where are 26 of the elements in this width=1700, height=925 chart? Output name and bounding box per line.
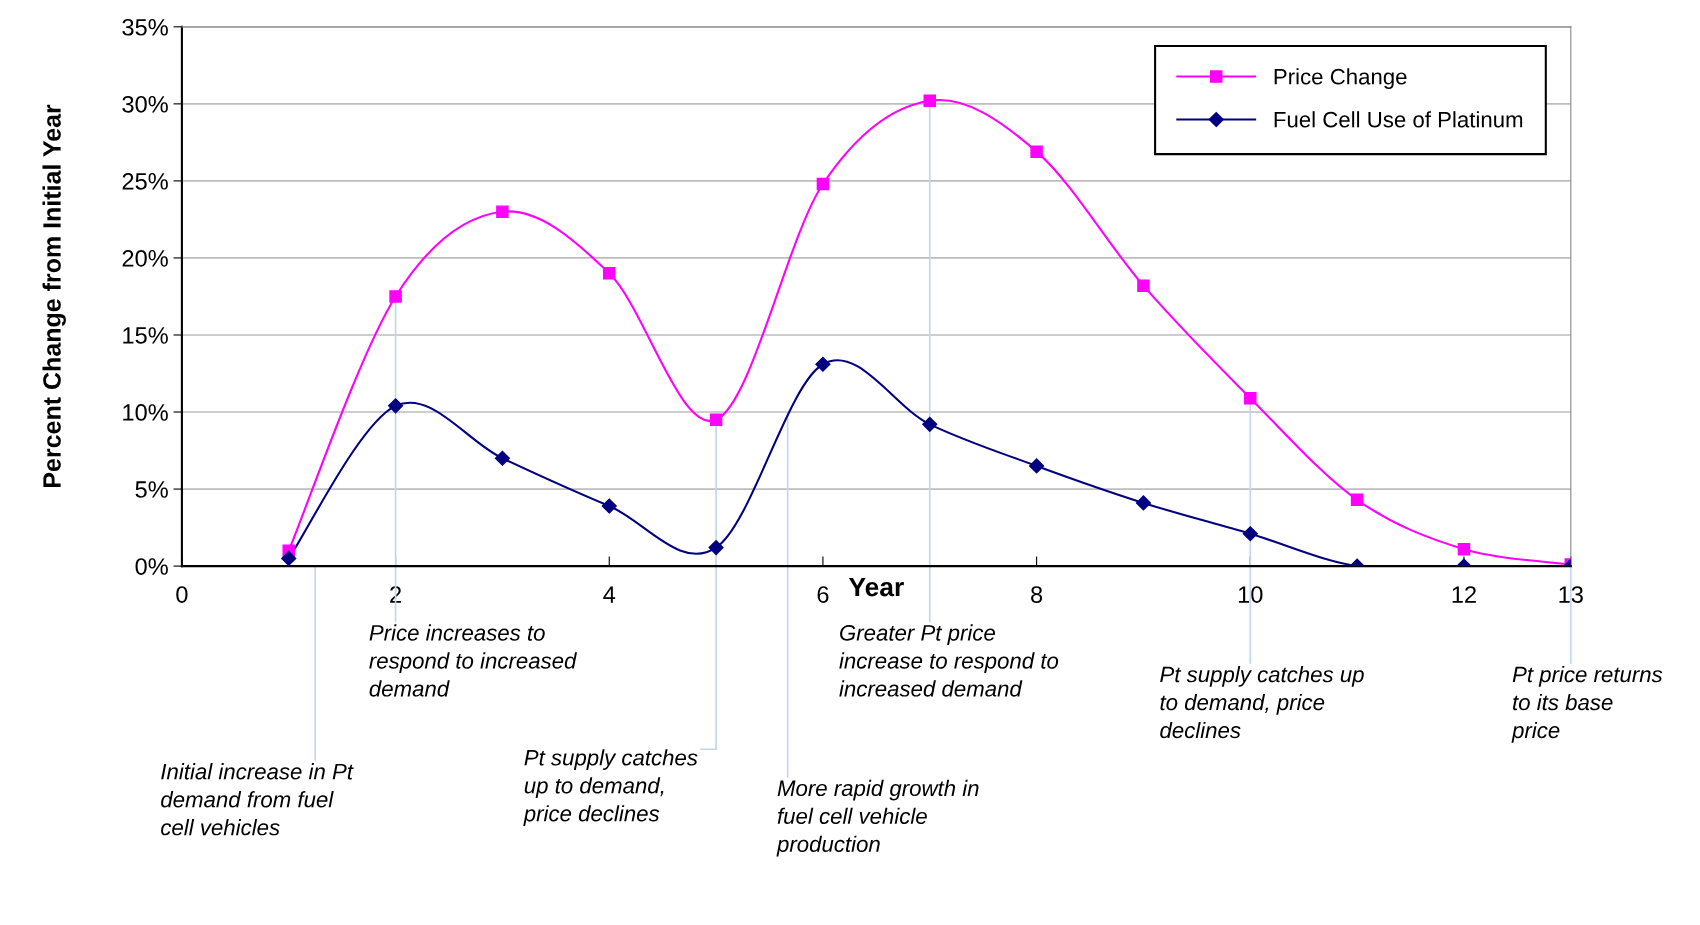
- y-axis-title: Percent Change from Initial Year: [42, 104, 66, 487]
- text: Initial increase in Pt demand from fuel cell vehicles: [161, 763, 354, 836]
- x-tick-label: 6: [817, 586, 829, 603]
- y-tick-label: 15%: [123, 327, 168, 344]
- x-tick-label: 4: [603, 586, 616, 603]
- y-tick-label: 0%: [135, 558, 168, 575]
- annotation: Pt supply catches up to demand, price declines: [1160, 666, 1364, 739]
- annotation: Price increases to respond to increased demand: [369, 624, 577, 697]
- y-tick-label: 35%: [122, 18, 168, 36]
- y-tick-label: 20%: [122, 250, 168, 267]
- x-tick-label: 10: [1238, 586, 1263, 603]
- x-tick-label: 13: [1559, 586, 1583, 603]
- y-tick-label: 10%: [123, 404, 168, 421]
- annotation: Pt supply catches up to demand, price declines: [523, 749, 698, 826]
- x-tick-label: 8: [1031, 586, 1043, 603]
- legend-label: Fuel Cell Use of Platinum: [1274, 111, 1523, 128]
- y-tick-label: 25%: [122, 172, 168, 190]
- x-tick-label: 0: [176, 586, 188, 603]
- annotation: Greater Pt price increase to respond to increased demand: [839, 624, 1059, 697]
- x-axis-title: Year: [848, 577, 904, 597]
- y-tick-label: 5%: [135, 481, 168, 498]
- legend-label: Price Change: [1274, 68, 1407, 89]
- x-tick-label: 12: [1452, 586, 1476, 603]
- annotation: Pt price returns to its base price: [1511, 666, 1663, 743]
- annotation: More rapid growth in fuel cell vehicle production: [776, 779, 979, 857]
- y-tick-label: 30%: [122, 95, 168, 113]
